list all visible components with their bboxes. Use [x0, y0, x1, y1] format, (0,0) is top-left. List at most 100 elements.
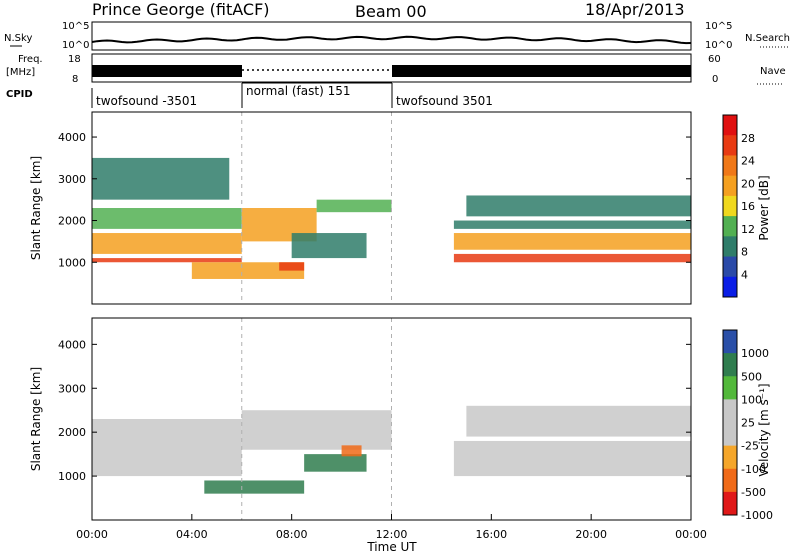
velocity-colorbar-label: Velocity [m s⁻¹] — [757, 383, 771, 476]
power-echo-band-0 — [92, 258, 242, 263]
velocity-y-axis: 1000 2000 3000 4000 — [58, 338, 691, 483]
power-colorbar-segment-5 — [723, 216, 737, 237]
power-colorbar-frame — [722, 114, 738, 298]
power-colorbar-tick-5: 8 — [741, 246, 748, 259]
power-y-label: Slant Range [km] — [29, 156, 43, 260]
power-colorbar: 28 24 20 16 12 8 4 — [722, 114, 755, 298]
x-tick-label-2: 08:00 — [276, 528, 308, 541]
power-colorbar-tick-6: 4 — [741, 268, 748, 281]
power-echo-band-9 — [453, 253, 691, 263]
power-echo-band-2 — [92, 208, 242, 229]
nave-tick-top: 60 — [708, 54, 721, 65]
velocity-colorbar-segment-3 — [723, 399, 737, 423]
power-colorbar-segment-3 — [723, 175, 737, 197]
velocity-colorbar-segment-2 — [723, 376, 737, 400]
power-plot — [92, 112, 691, 304]
power-echo-band-1 — [92, 233, 242, 254]
power-y-tick-label-3: 4000 — [58, 131, 86, 144]
power-echo-band-5 — [316, 199, 392, 213]
noise-right-tick-top: 10^5 — [705, 21, 732, 32]
velocity-plot — [92, 318, 691, 520]
velocity-colorbar-tick-1: 500 — [741, 370, 762, 383]
noise-left-tick-top: 10^5 — [62, 21, 89, 32]
station-title: Prince George (fitACF) — [92, 0, 270, 19]
power-y-axis: 1000 2000 3000 4000 — [58, 131, 691, 269]
cpid-label: CPID — [6, 89, 33, 100]
freq-label-1: Freq. — [18, 54, 43, 65]
power-y-tick-label-1: 2000 — [58, 215, 86, 228]
nave-label: Nave — [760, 66, 786, 77]
power-echo-band-6 — [191, 262, 305, 279]
velocity-colorbar-segment-6 — [723, 468, 737, 493]
power-echo-band-10 — [453, 233, 691, 250]
vel-echo-band-2 — [204, 480, 305, 494]
vel-echo-band-4 — [341, 445, 362, 457]
noise-left-tick-bottom: 10^0 — [62, 40, 89, 51]
power-echo-band-8 — [291, 233, 367, 259]
velocity-colorbar-tick-2: 100 — [741, 393, 762, 406]
velocity-colorbar-segment-1 — [723, 353, 737, 377]
velocity-colorbar-tick-3: 25 — [741, 417, 755, 430]
noise-left-label: N.Sky — [4, 33, 32, 44]
vel-echo-band-5 — [453, 440, 691, 477]
noise-right-tick-bottom: 10^0 — [705, 40, 732, 51]
vel-y-tick-label-1: 2000 — [58, 426, 86, 439]
velocity-colorbar-segment-0 — [723, 330, 737, 354]
x-tick-label-1: 04:00 — [176, 528, 208, 541]
cpid-segment-3: twofsound 3501 — [396, 94, 493, 108]
power-colorbar-tick-4: 12 — [741, 223, 755, 236]
vel-echo-band-6 — [466, 405, 691, 437]
velocity-colorbar: 1000 500 100 25 -25 -100 -500 -1000 — [722, 329, 773, 522]
power-colorbar-segment-0 — [723, 115, 737, 136]
power-y-tick-label-2: 3000 — [58, 173, 86, 186]
noise-trace — [91, 35, 692, 45]
x-axis-label: Time UT — [366, 540, 417, 554]
velocity-colorbar-tick-0: 1000 — [741, 347, 769, 360]
x-tick-label-0: 00:00 — [76, 528, 108, 541]
velocity-colorbar-tick-4: -25 — [741, 440, 759, 453]
power-colorbar-segment-7 — [723, 256, 737, 278]
power-colorbar-label: Power [dB] — [757, 175, 771, 240]
x-tick-label-6: 00:00 — [675, 528, 707, 541]
vel-echo-band-1 — [241, 410, 392, 450]
freq-left-tick-bottom: 8 — [72, 74, 78, 85]
power-colorbar-segment-6 — [723, 236, 737, 258]
power-echo-band-7 — [279, 262, 305, 271]
vel-y-tick-label-3: 4000 — [58, 338, 86, 351]
velocity-colorbar-segment-4 — [723, 422, 737, 447]
cpid-segment-2: normal (fast) 151 — [246, 84, 350, 98]
velocity-colorbar-frame — [722, 329, 738, 516]
vel-y-tick-label-2: 3000 — [58, 382, 86, 395]
power-colorbar-segment-8 — [723, 276, 737, 298]
velocity-y-label: Slant Range [km] — [29, 367, 43, 471]
x-tick-label-3: 12:00 — [376, 528, 408, 541]
power-colorbar-tick-0: 28 — [741, 132, 755, 145]
cpid-segment-1: twofsound -3501 — [96, 94, 197, 108]
power-colorbar-segment-1 — [723, 135, 737, 156]
power-colorbar-tick-2: 20 — [741, 177, 755, 190]
freq-label-2: [MHz] — [6, 67, 35, 78]
velocity-colorbar-tick-5: -100 — [741, 463, 766, 476]
date-title: 18/Apr/2013 — [585, 0, 685, 19]
noise-panel — [91, 21, 692, 51]
noise-right-label: N.Search — [745, 33, 790, 44]
power-echo-band-12 — [466, 195, 691, 217]
velocity-colorbar-tick-7: -1000 — [741, 509, 773, 522]
velocity-x-axis: 00:00 04:00 08:00 12:00 16:00 20:00 00:00 — [76, 514, 707, 541]
power-colorbar-segment-4 — [723, 195, 737, 217]
power-colorbar-tick-3: 16 — [741, 200, 755, 213]
vel-y-tick-label-0: 1000 — [58, 470, 86, 483]
power-echo-band-3 — [92, 157, 230, 200]
vel-echo-band-0 — [92, 419, 242, 477]
freq-band-3 — [392, 65, 691, 77]
nave-tick-bottom: 0 — [712, 74, 718, 85]
power-colorbar-segment-2 — [723, 155, 737, 177]
velocity-colorbar-tick-6: -500 — [741, 486, 766, 499]
power-panel-frame — [91, 111, 692, 305]
x-tick-label-4: 16:00 — [475, 528, 507, 541]
power-colorbar-tick-1: 24 — [741, 155, 755, 168]
velocity-colorbar-segment-7 — [723, 491, 737, 516]
freq-band-1 — [92, 65, 242, 77]
velocity-colorbar-segment-5 — [723, 445, 737, 470]
